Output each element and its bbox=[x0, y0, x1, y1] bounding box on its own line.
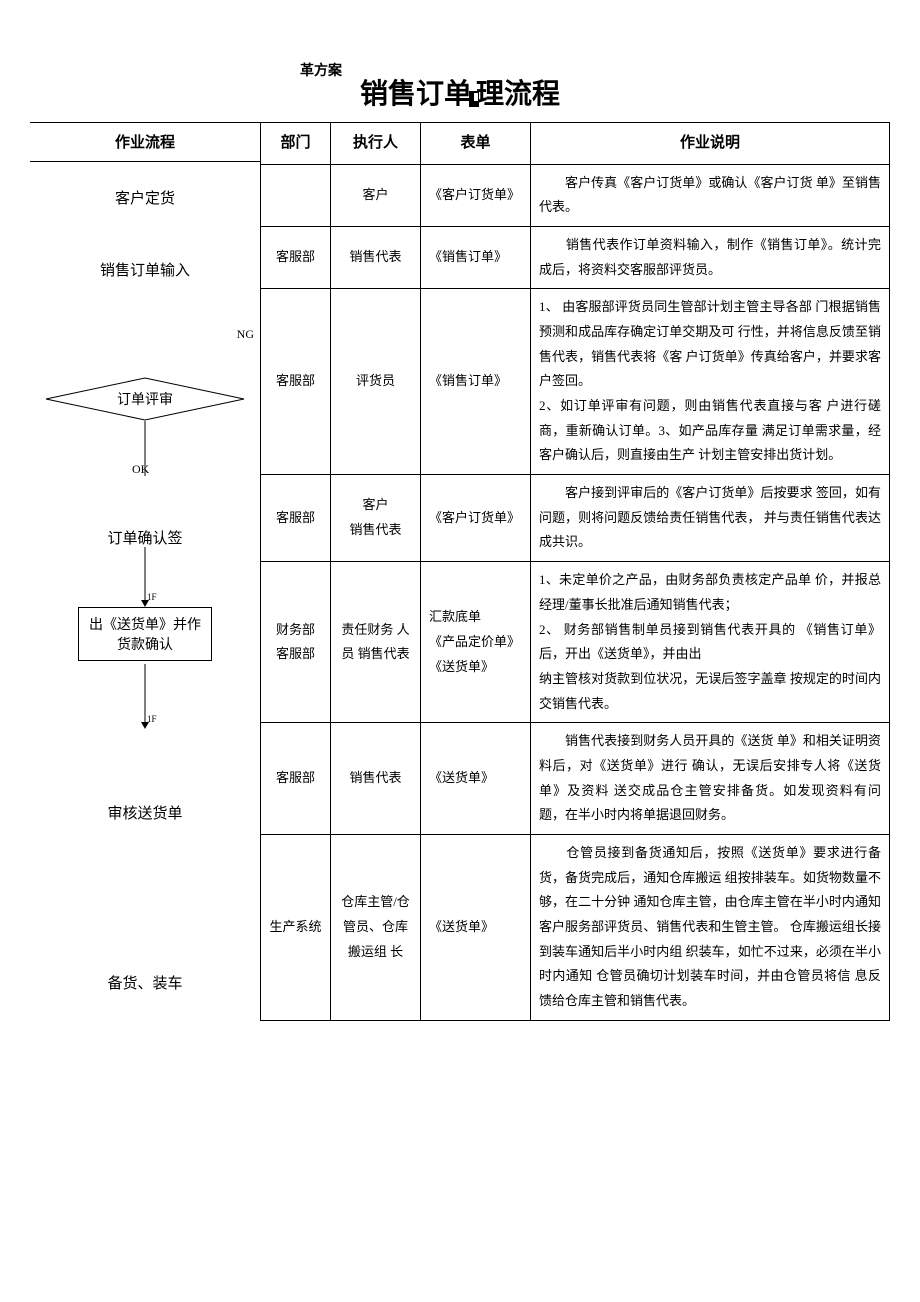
cell-form: 《送货单》 bbox=[421, 723, 531, 835]
cell-form: 汇款底单《产品定价单》《送货单》 bbox=[421, 562, 531, 723]
table-body: 客户《客户订货单》 客户传真《客户订货单》或确认《客户订货 单》至销售代表。客服… bbox=[261, 164, 890, 1020]
cell-exec: 责任财务 人员 销售代表 bbox=[331, 562, 421, 723]
flow-decision-wrap: 订单评审 bbox=[30, 377, 260, 426]
flow-step5-line1: 出《送货单》并作 bbox=[89, 618, 201, 633]
cell-dept: 客服部 bbox=[261, 226, 331, 288]
title-mark-icon bbox=[469, 91, 479, 107]
flow-step-audit-delivery: 审核送货单 bbox=[30, 802, 260, 823]
cell-exec: 客户销售代表 bbox=[331, 475, 421, 562]
cell-exec: 销售代表 bbox=[331, 723, 421, 835]
cell-dept bbox=[261, 164, 331, 226]
table-row: 客服部评货员《销售订单》1、 由客服部评货员同生管部计划主管主导各部 门根据销售… bbox=[261, 289, 890, 475]
table-row: 财务部客服部责任财务 人员 销售代表汇款底单《产品定价单》《送货单》1、未定单价… bbox=[261, 562, 890, 723]
flow-column-header: 作业流程 bbox=[30, 122, 260, 162]
cell-exec: 评货员 bbox=[331, 289, 421, 475]
cell-dept: 生产系统 bbox=[261, 835, 331, 1021]
cell-desc: 仓管员接到备货通知后，按照《送货单》要求进行备货，备货完成后，通知仓库搬运 组按… bbox=[531, 835, 890, 1021]
flow-step5-line2: 货款确认 bbox=[117, 638, 173, 653]
flowchart-body: 客户定货 销售订单输入 NG 订单评审 OK 订单确认签 1F 出《送货单》并作… bbox=[30, 162, 260, 1242]
table-column: 部门 执行人 表单 作业说明 客户《客户订货单》 客户传真《客户订货单》或确认《… bbox=[260, 122, 890, 1242]
cell-desc: 1、未定单价之产品，由财务部负责核定产品单 价，并报总经理/董事长批准后通知销售… bbox=[531, 562, 890, 723]
table-row: 客服部销售代表《送货单》 销售代表接到财务人员开具的《送货 单》和相关证明资料后… bbox=[261, 723, 890, 835]
cell-exec: 仓库主管/仓管员、仓库搬运组 长 bbox=[331, 835, 421, 1021]
title-part2: 理流程 bbox=[476, 78, 560, 109]
flow-step-stock-load: 备货、装车 bbox=[30, 972, 260, 993]
th-exec: 执行人 bbox=[331, 123, 421, 165]
flow-tick-2: 1F bbox=[147, 714, 157, 724]
flow-ng-label: NG bbox=[237, 327, 254, 342]
flow-tick-1: 1F bbox=[147, 592, 157, 602]
cell-dept: 财务部客服部 bbox=[261, 562, 331, 723]
flow-ok-label: OK bbox=[132, 462, 149, 477]
title-part1: 销售订单 bbox=[360, 78, 472, 109]
process-table: 部门 执行人 表单 作业说明 客户《客户订货单》 客户传真《客户订货单》或确认《… bbox=[260, 122, 890, 1021]
flowchart-column: 作业流程 客户定货 销售订单输入 NG 订单评审 OK 订单确认签 1F 出 bbox=[30, 122, 260, 1242]
table-row: 客服部销售代表《销售订单》 销售代表作订单资料输入，制作《销售订单》。统计完成后… bbox=[261, 226, 890, 288]
cell-form: 《销售订单》 bbox=[421, 289, 531, 475]
cell-dept: 客服部 bbox=[261, 723, 331, 835]
table-row: 客服部客户销售代表《客户订货单》 客户接到评审后的《客户订货单》后按要求 签回，… bbox=[261, 475, 890, 562]
cell-desc: 销售代表接到财务人员开具的《送货 单》和相关证明资料后，对《送货单》进行 确认，… bbox=[531, 723, 890, 835]
table-row: 客户《客户订货单》 客户传真《客户订货单》或确认《客户订货 单》至销售代表。 bbox=[261, 164, 890, 226]
th-form: 表单 bbox=[421, 123, 531, 165]
cell-dept: 客服部 bbox=[261, 475, 331, 562]
flow-step-order-input: 销售订单输入 bbox=[30, 259, 260, 280]
cell-form: 《销售订单》 bbox=[421, 226, 531, 288]
flow-step-customer-order: 客户定货 bbox=[30, 187, 260, 208]
flow-line-2 bbox=[145, 547, 146, 602]
flow-line-3 bbox=[145, 664, 146, 724]
table-row: 生产系统仓库主管/仓管员、仓库搬运组 长《送货单》 仓管员接到备货通知后，按照《… bbox=[261, 835, 890, 1021]
flow-decision-diamond: 订单评审 bbox=[45, 377, 245, 421]
cell-desc: 1、 由客服部评货员同生管部计划主管主导各部 门根据销售预测和成品库存确定订单交… bbox=[531, 289, 890, 475]
cell-desc: 销售代表作订单资料输入，制作《销售订单》。统计完成后，将资料交客服部评货员。 bbox=[531, 226, 890, 288]
flow-decision-label: 订单评审 bbox=[117, 389, 173, 409]
cell-exec: 客户 bbox=[331, 164, 421, 226]
table-header-row: 部门 执行人 表单 作业说明 bbox=[261, 123, 890, 165]
cell-form: 《客户订货单》 bbox=[421, 475, 531, 562]
cell-form: 《送货单》 bbox=[421, 835, 531, 1021]
cell-exec: 销售代表 bbox=[331, 226, 421, 288]
page-title: 销售订单理流程 bbox=[30, 72, 890, 112]
cell-form: 《客户订货单》 bbox=[421, 164, 531, 226]
main-layout: 作业流程 客户定货 销售订单输入 NG 订单评审 OK 订单确认签 1F 出 bbox=[30, 122, 890, 1242]
cell-desc: 客户传真《客户订货单》或确认《客户订货 单》至销售代表。 bbox=[531, 164, 890, 226]
th-dept: 部门 bbox=[261, 123, 331, 165]
flow-step-confirm-sign: 订单确认签 bbox=[30, 527, 260, 548]
flow-step-delivery-note: 出《送货单》并作 货款确认 bbox=[78, 607, 212, 661]
cell-dept: 客服部 bbox=[261, 289, 331, 475]
cell-desc: 客户接到评审后的《客户订货单》后按要求 签回，如有问题，则将问题反馈给责任销售代… bbox=[531, 475, 890, 562]
th-desc: 作业说明 bbox=[531, 123, 890, 165]
